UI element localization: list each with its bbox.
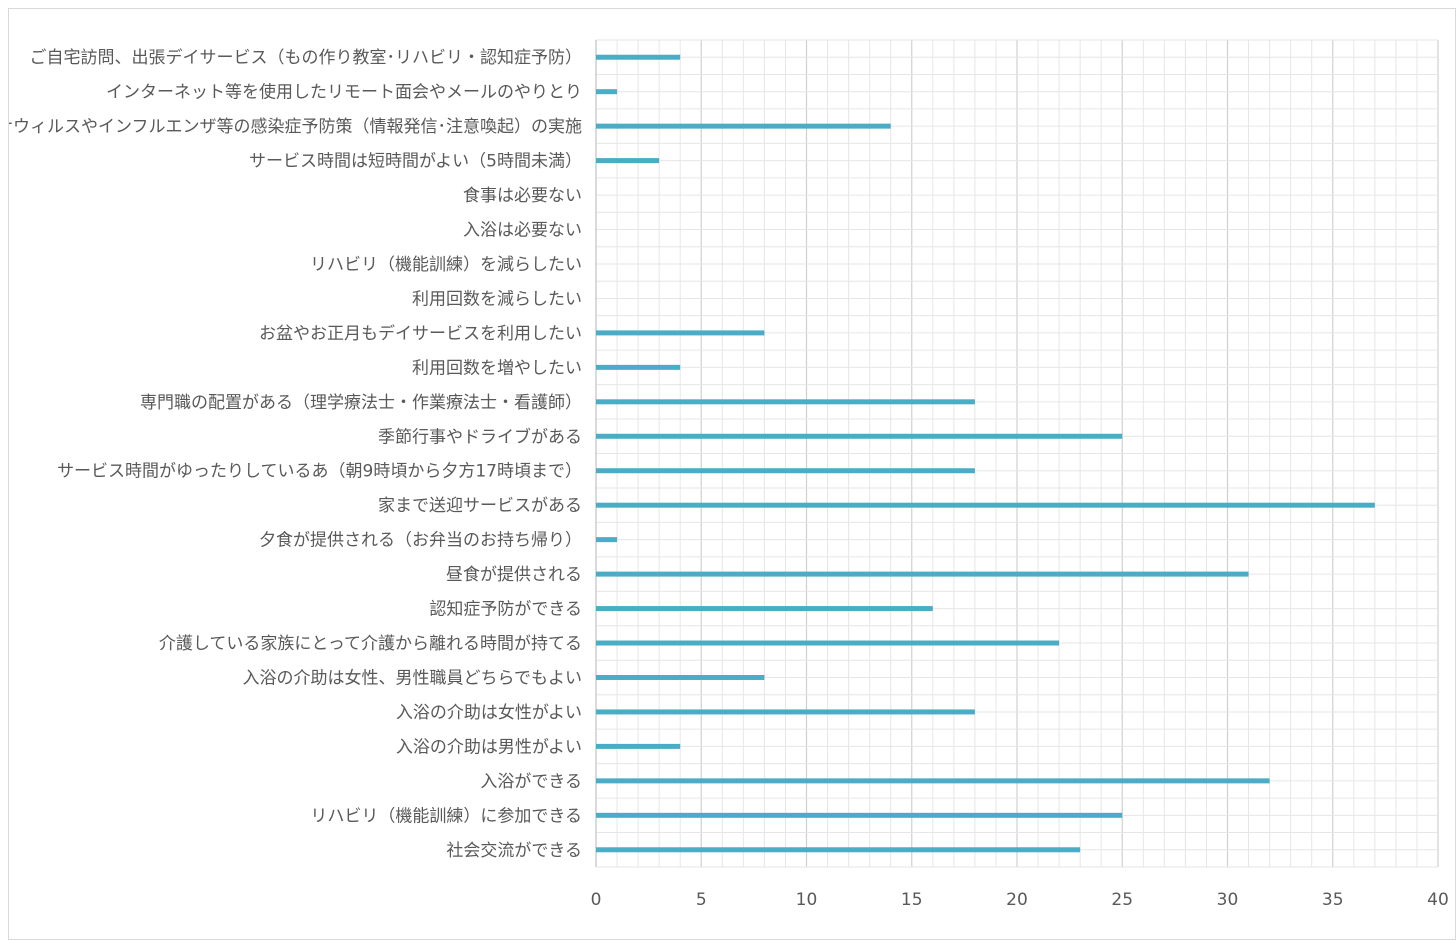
category-label: 利用回数を増やしたい: [412, 358, 582, 378]
category-label: 新型コロナウィルスやインフルエンザ等の感染症予防策（情報発信･注意喚起）の実施: [9, 117, 582, 137]
bar: [596, 709, 975, 715]
category-label: サービス時間がゆったりしているあ（朝9時頃から夕方17時頃まで）: [57, 462, 582, 482]
category-label: 季節行事やドライブがある: [378, 426, 582, 447]
x-tick-label: 0: [591, 890, 602, 910]
category-label: 昼食が提供される: [446, 565, 582, 585]
bar: [596, 54, 681, 60]
category-label: ご自宅訪問、出張デイサービス（もの作り教室･リハビリ・認知症予防）: [30, 47, 583, 68]
bar: [596, 847, 1081, 853]
category-label: 利用回数を減らしたい: [412, 289, 582, 309]
category-label: 入浴の介助は男性がよい: [396, 737, 582, 757]
category-label: お盆やお正月もデイサービスを利用したい: [259, 323, 582, 344]
bar: [596, 606, 933, 612]
category-label: リハビリ（機能訓練）を減らしたい: [310, 255, 582, 275]
category-label: 専門職の配置がある（理学療法士・作業療法士・看護師）: [140, 393, 582, 413]
bar: [596, 364, 681, 370]
bar: [596, 778, 1270, 784]
category-labels: ご自宅訪問、出張デイサービス（もの作り教室･リハビリ・認知症予防） インターネット…: [9, 47, 582, 861]
bar: [596, 674, 765, 680]
x-tick-label: 10: [796, 890, 818, 910]
category-label: サービス時間は短時間がよい（5時間未満）: [249, 152, 582, 172]
category-label: 介護している家族にとって介護から離れる時間が持てる: [159, 634, 582, 654]
bar-chart: ご自宅訪問、出張デイサービス（もの作り教室･リハビリ・認知症予防） インターネット…: [9, 39, 1449, 910]
x-tick-labels: 0 5 10 15 20 25 30 35 40: [591, 890, 1449, 910]
x-tick-label: 35: [1322, 890, 1344, 910]
x-tick-label: 30: [1217, 890, 1239, 910]
category-label: 入浴は必要ない: [463, 221, 582, 241]
x-tick-label: 20: [1006, 890, 1028, 910]
bar: [596, 158, 660, 164]
bar: [596, 433, 1123, 439]
bar: [596, 571, 1249, 577]
bar: [596, 812, 1123, 818]
x-tick-label: 40: [1427, 890, 1449, 910]
category-label: 社会交流ができる: [446, 841, 582, 861]
chart-frame: ご自宅訪問、出張デイサービス（もの作り教室･リハビリ・認知症予防） インターネット…: [8, 8, 1456, 940]
category-label: 入浴ができる: [480, 772, 582, 792]
category-label: 家まで送迎サービスがある: [378, 496, 582, 516]
category-label: インターネット等を使用したリモート面会やメールのやりとり: [106, 82, 582, 103]
category-label: 入浴の介助は女性がよい: [396, 703, 582, 723]
bar: [596, 89, 618, 95]
bar: [596, 537, 618, 543]
bar: [596, 123, 891, 129]
category-label: リハビリ（機能訓練）に参加できる: [310, 806, 582, 826]
grid: [595, 39, 1439, 868]
category-label: 認知症予防ができる: [429, 600, 582, 620]
x-tick-label: 25: [1111, 890, 1133, 910]
bars: [596, 54, 1375, 853]
category-label: 入浴の介助は女性、男性職員どちらでもよい: [243, 668, 583, 688]
bar: [596, 502, 1375, 508]
category-label: 夕食が提供される（お弁当のお持ち帰り）: [259, 531, 582, 551]
bar: [596, 743, 681, 749]
bar: [596, 330, 765, 336]
category-label: 食事は必要ない: [463, 186, 582, 206]
bar: [596, 468, 975, 474]
x-tick-label: 15: [901, 890, 923, 910]
bar: [596, 640, 1060, 646]
bar: [596, 399, 975, 405]
x-tick-label: 5: [696, 890, 707, 910]
